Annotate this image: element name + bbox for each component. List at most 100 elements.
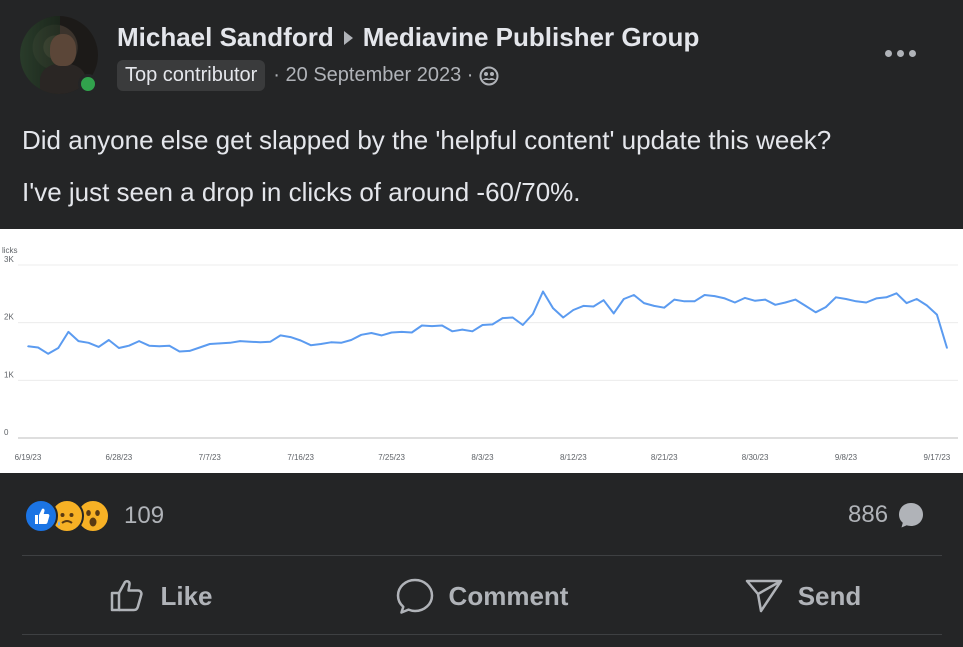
author-avatar[interactable] <box>20 16 98 94</box>
data-point <box>693 300 696 303</box>
y-tick-label: 1K <box>4 370 14 379</box>
data-point <box>380 334 383 337</box>
comment-label: Comment <box>448 580 569 611</box>
data-point <box>421 324 423 327</box>
comment-bubble-icon <box>899 503 924 528</box>
data-point <box>188 350 191 352</box>
reactions-summary[interactable]: 109 <box>24 498 164 534</box>
data-point <box>562 316 564 319</box>
data-point <box>643 302 645 304</box>
data-point <box>875 297 878 300</box>
top-contributor-badge[interactable]: Top contributor <box>117 60 266 91</box>
data-point <box>633 294 635 296</box>
data-point <box>320 343 322 345</box>
data-point <box>855 300 857 303</box>
y-axis-label: licks <box>2 246 18 255</box>
data-point <box>128 344 130 347</box>
more-dot <box>908 49 916 57</box>
data-point <box>623 298 625 300</box>
data-point <box>269 340 272 343</box>
x-tick-label: 7/7/23 <box>199 453 222 462</box>
data-point <box>168 344 171 347</box>
sad-face-glyph <box>58 513 74 526</box>
data-point <box>764 298 766 301</box>
x-tick-label: 8/3/23 <box>471 453 494 462</box>
data-point <box>390 331 393 334</box>
data-point <box>209 343 211 345</box>
data-point <box>471 330 474 333</box>
post-header-title: Michael Sandford Mediavine Publisher Gro… <box>117 22 699 53</box>
data-point <box>330 341 332 344</box>
data-point <box>47 353 49 355</box>
data-point <box>57 347 60 349</box>
comments-summary[interactable]: 886 <box>848 500 926 530</box>
data-point <box>905 302 908 304</box>
data-point <box>259 341 262 344</box>
data-point <box>249 340 251 343</box>
y-tick-label: 2K <box>4 313 14 322</box>
data-point <box>926 304 928 307</box>
data-point <box>602 299 605 301</box>
data-point <box>653 305 655 307</box>
data-point <box>572 309 575 311</box>
data-point <box>310 344 312 346</box>
post-date[interactable]: · 20 September 2023 · <box>273 64 474 86</box>
clicks-chart-image[interactable]: licks 0 1K 2K 3K 6/19/23 6/28/23 7/7/23 7/16/23 7… <box>0 229 963 473</box>
data-point <box>895 292 898 295</box>
more-options-icon[interactable] <box>878 38 922 68</box>
x-tick-label: 9/8/23 <box>835 453 858 462</box>
data-point <box>178 350 181 353</box>
data-point <box>825 306 827 308</box>
post-body: Did anyone else get slapped by the 'help… <box>22 114 952 218</box>
comment-button[interactable]: Comment <box>321 560 642 632</box>
data-point <box>804 305 807 307</box>
data-point <box>845 298 847 300</box>
data-point <box>279 334 282 337</box>
data-point <box>27 345 29 348</box>
data-point <box>713 295 716 297</box>
y-tick-label: 3K <box>4 255 14 264</box>
x-tick-label: 8/30/23 <box>742 453 769 462</box>
data-point <box>774 304 777 306</box>
group-name[interactable]: Mediavine Publisher Group <box>362 22 700 52</box>
x-tick-label: 6/28/23 <box>106 453 133 462</box>
data-point <box>148 344 150 347</box>
x-tick-label: 7/16/23 <box>287 453 314 462</box>
data-point <box>239 340 241 342</box>
x-tick-label: 8/21/23 <box>651 453 678 462</box>
arrow-right-icon <box>343 30 353 45</box>
data-point <box>481 324 484 326</box>
comment-count: 886 <box>848 501 889 528</box>
data-point <box>77 340 80 342</box>
like-label: Like <box>160 580 213 611</box>
data-point <box>411 331 413 334</box>
y-tick-label: 0 <box>4 428 9 437</box>
divider <box>22 555 942 556</box>
data-point <box>350 339 353 341</box>
more-dot <box>884 49 892 57</box>
comment-icon <box>396 578 433 614</box>
like-icon <box>111 580 144 612</box>
data-point <box>340 342 342 344</box>
data-point <box>532 313 534 315</box>
like-button[interactable]: Like <box>0 560 321 632</box>
author-name[interactable]: Michael Sandford <box>117 22 334 52</box>
data-point <box>673 298 676 301</box>
data-point <box>865 301 867 304</box>
data-point <box>814 311 817 314</box>
post-text-line-1: Did anyone else get slapped by the 'help… <box>22 125 832 155</box>
post-meta: Top contributor · 20 September 2023 · <box>117 60 499 91</box>
x-tick-label: 9/17/23 <box>924 453 951 462</box>
divider <box>22 634 942 635</box>
data-point <box>219 342 221 345</box>
data-point <box>592 305 595 308</box>
data-point <box>431 325 433 327</box>
data-point <box>734 301 736 304</box>
data-point <box>461 328 464 331</box>
data-point <box>683 300 686 303</box>
data-point <box>198 346 201 349</box>
send-button[interactable]: Send <box>642 560 963 632</box>
data-point <box>552 307 554 310</box>
x-tick-label: 8/12/23 <box>560 453 587 462</box>
